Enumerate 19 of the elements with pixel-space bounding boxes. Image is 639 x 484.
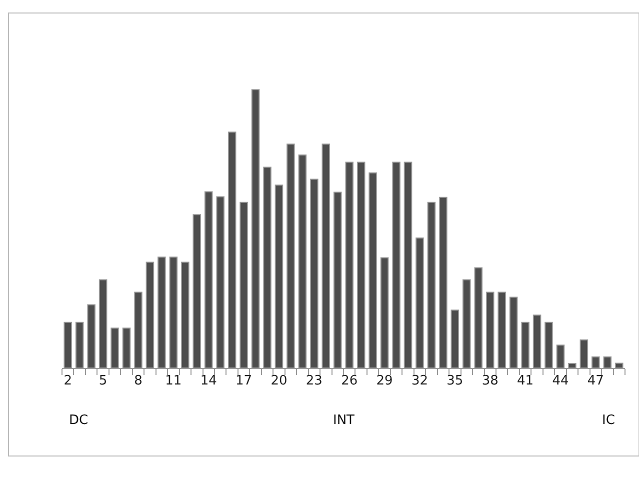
x-tick-label: 41 xyxy=(517,374,534,389)
x-tick-label: 20 xyxy=(270,374,288,389)
x-tick-label: 11 xyxy=(165,374,182,389)
x-tick-label: 23 xyxy=(306,374,322,389)
text: INT xyxy=(333,413,355,428)
x-tick-label: 29 xyxy=(376,374,393,389)
x-tick-label: 5 xyxy=(98,374,108,389)
x-tick-label: 17 xyxy=(236,374,252,389)
x-tick-label: 8 xyxy=(134,374,142,389)
x-tick-label: 47 xyxy=(587,374,604,389)
x-tick-label: 44 xyxy=(552,374,569,389)
x-tick-label: 38 xyxy=(482,374,498,389)
text: DC xyxy=(69,413,88,428)
x-tick-label: 35 xyxy=(446,374,464,389)
x-tick-label: 32 xyxy=(411,374,428,389)
text: IC xyxy=(602,413,615,428)
x-tick-label: 26 xyxy=(341,374,358,389)
x-tick-label: 14 xyxy=(200,374,217,389)
x-tick-label: 2 xyxy=(64,374,72,389)
